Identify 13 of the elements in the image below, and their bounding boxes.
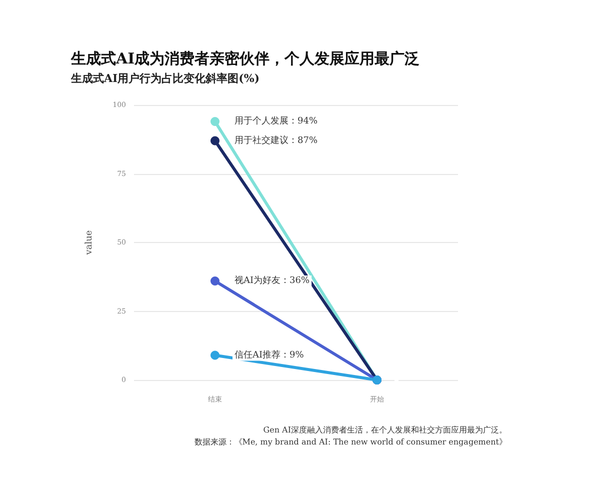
chart-title: 生成式AI成为消费者亲密伙伴，个人发展应用最广泛: [70, 50, 420, 68]
source-note: 数据来源：《Me, my brand and AI: The new world of consumer engagement》: [194, 438, 507, 446]
point: [210, 350, 220, 360]
point: [210, 276, 220, 286]
chart-subtitle: 生成式AI用户行为占比变化斜率图(%): [70, 72, 260, 85]
data-label: 视AI为好友：36%: [234, 275, 310, 286]
data-label: 用于社交建议：87%: [234, 134, 318, 146]
point: [210, 136, 220, 146]
y-axis-title: value: [84, 230, 94, 256]
data-label: 信任AI推荐：9%: [234, 349, 304, 360]
text: Gen AI深度融入消费者生活，在个人发展和社交方面应用最为广泛。: [263, 426, 507, 434]
data-label: 用于个人发展：94%: [234, 116, 318, 126]
point: [210, 117, 220, 126]
